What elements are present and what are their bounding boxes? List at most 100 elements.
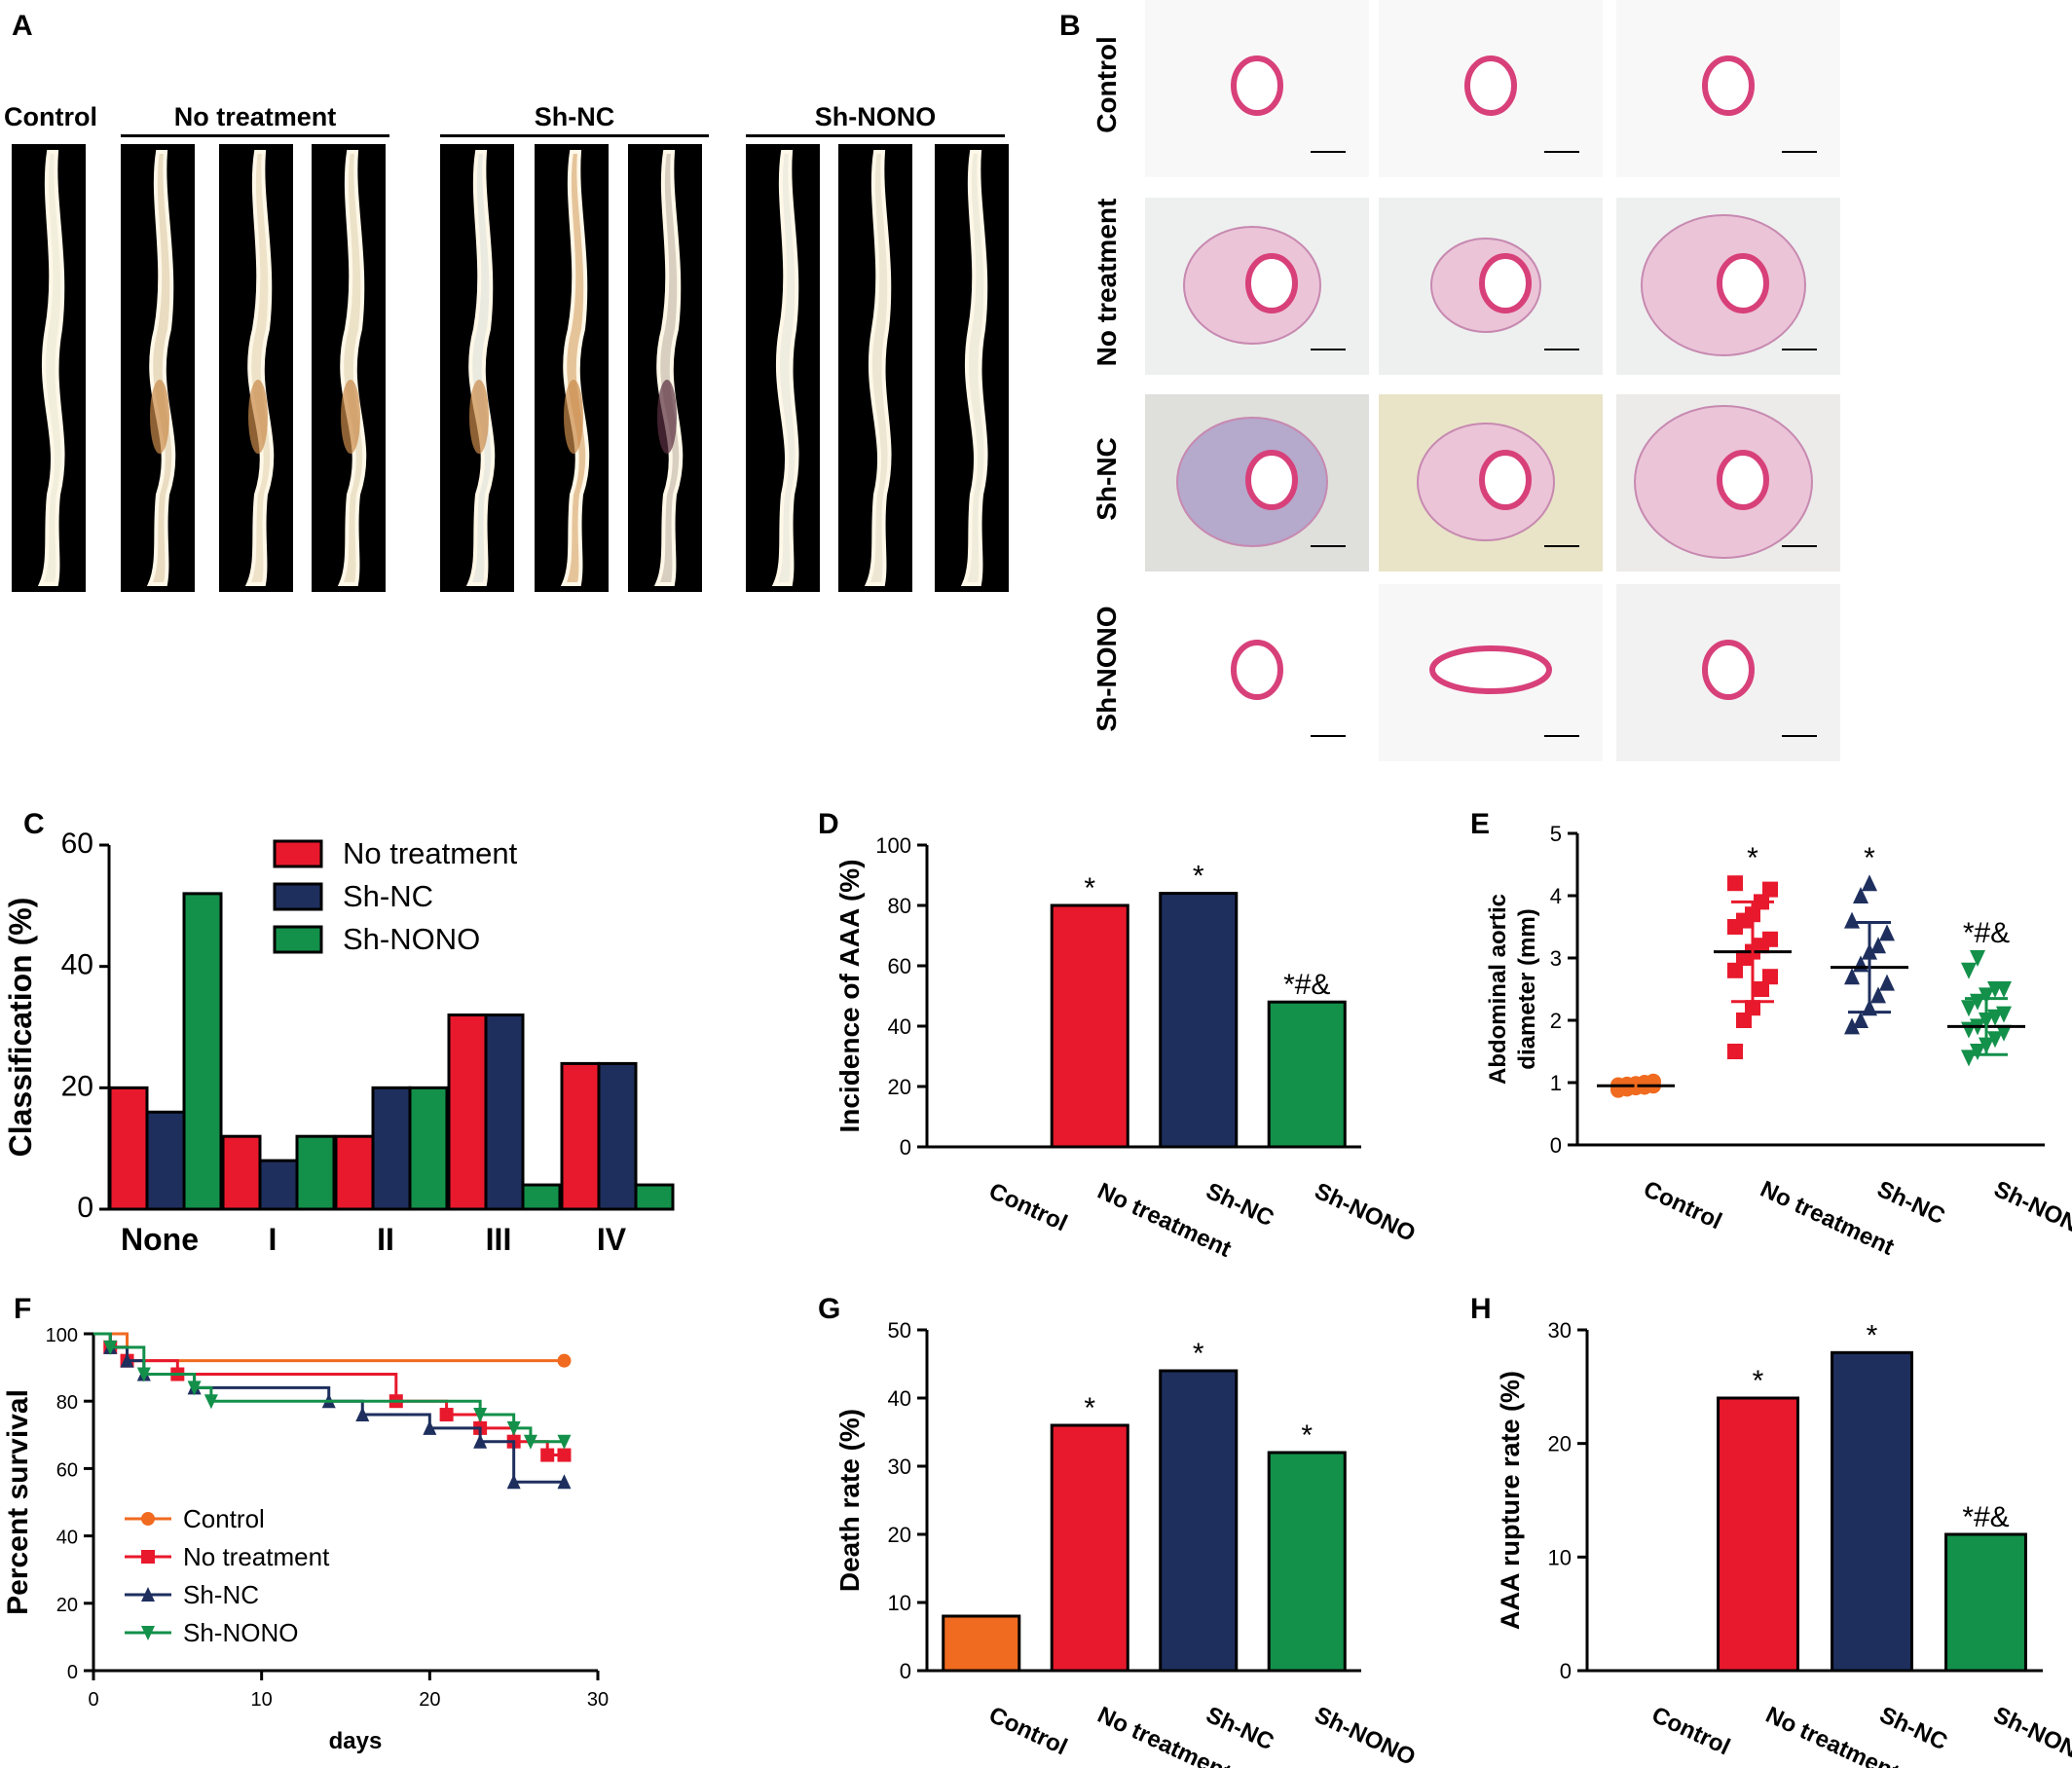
panel-g-letter: G [818,1293,840,1325]
histology-section [1616,394,1840,571]
y-axis-label: Classification (%) [3,898,38,1158]
data-point [1879,974,1895,991]
x-tick-label: III [486,1222,512,1257]
y-tick-label: 60 [888,954,911,978]
histology-section [1379,584,1603,761]
bar-no-treatment [447,1013,488,1211]
y-tick-label: 20 [888,1523,911,1547]
significance-mark: * [1753,1365,1764,1397]
histology-section [1616,584,1840,761]
data-point [1996,1024,2012,1042]
legend-label: No treatment [343,836,518,870]
panel-a-letter: A [12,10,33,42]
data-point [1727,875,1743,892]
y-tick-label: 40 [56,1528,78,1549]
y-tick-label: 20 [56,1595,78,1616]
significance-mark: * [1084,872,1095,904]
panel-c-letter: C [23,808,45,840]
significance-mark: * [1867,1319,1878,1351]
aorta-photo [746,144,820,592]
data-point [1727,962,1743,978]
panel-f-letter: F [14,1293,31,1325]
panel-a-group-sh-nc: Sh-NC [534,102,615,131]
survival-mark [439,1408,454,1422]
data-point [1762,931,1778,947]
data-point [1961,1000,1977,1017]
data-point [1870,986,1886,1004]
data-point [1987,1009,2003,1026]
y-tick-label: 100 [46,1325,78,1346]
y-tick-label: 50 [888,1318,911,1343]
bar-sh-nono [295,1134,336,1211]
y-tick-label: 20 [888,1075,911,1099]
bar-sh-nc [258,1159,299,1211]
x-tick-label: IV [597,1222,627,1257]
data-point [1996,1006,2012,1023]
bar-no-treatment [108,1086,149,1211]
survival-mark [423,1419,437,1435]
aorta-photo [312,144,386,592]
x-tick-label: Sh-NONO [1990,1176,2072,1245]
x-tick-label: 20 [419,1689,440,1711]
survival-mark [120,1352,134,1368]
histology-section [1379,0,1603,177]
panel-h-letter: H [1470,1293,1492,1325]
y-axis-label: Abdominal aortic diameter (mm) [1485,894,1540,1085]
panel-b-letter: B [1059,10,1081,42]
survival-mark [540,1448,555,1462]
x-tick-label: II [377,1222,394,1257]
histology-section [1379,394,1603,571]
data-point [1853,887,1868,903]
panel-a-group-sh-nono: Sh-NONO [814,102,937,131]
y-tick-label: 0 [67,1662,78,1683]
significance-mark: *#& [1962,1501,2009,1533]
data-point [1727,1044,1743,1059]
survival-mark [523,1434,537,1450]
x-tick-label: 10 [251,1689,273,1711]
data-point [1736,1013,1752,1028]
data-point [1961,962,1977,979]
data-point [1970,950,1985,967]
data-point [1987,1031,2003,1049]
bar-no-treatment [1050,1423,1129,1673]
legend-marker [141,1512,155,1526]
significance-mark: *#& [1963,917,2010,949]
y-tick-label: 100 [875,833,911,858]
y-tick-label: 0 [900,1135,911,1160]
legend-swatch [273,925,323,954]
legend-label: Sh-NONO [343,922,480,956]
y-tick-label: 3 [1550,946,1562,971]
bar-no-treatment [1050,903,1129,1149]
y-tick-label: 4 [1550,884,1562,908]
aorta-photo [219,144,293,592]
y-tick-label: 0 [1560,1659,1572,1683]
y-axis-label: Percent survival [2,1389,34,1615]
data-point [1862,874,1877,892]
survival-mark [103,1340,118,1355]
y-tick-label: 1 [1550,1071,1562,1095]
aorta-photo [535,144,609,592]
x-axis-label: days [329,1728,383,1754]
bar-sh-nc [1831,1350,1913,1673]
legend-label: Sh-NC [343,879,433,913]
x-tick-label: Control [1640,1176,1726,1235]
legend-label: Sh-NC [183,1580,259,1609]
bar-sh-nono [1944,1532,2027,1673]
y-tick-label: 60 [56,1459,78,1481]
aorta-photo [121,144,195,592]
bar-sh-nc [145,1110,186,1211]
data-point [1853,1012,1868,1028]
survival-mark [557,1434,572,1450]
x-tick-label: Control [984,1178,1071,1237]
y-tick-label: 10 [888,1591,911,1615]
y-tick-label: 2 [1550,1009,1562,1033]
x-tick-label: Sh-NONO [1989,1702,2072,1768]
bar-sh-nc [484,1013,525,1211]
histology-section [1616,198,1840,375]
legend-marker [141,1587,155,1602]
x-tick-label: 0 [88,1689,98,1711]
legend-swatch [273,882,323,911]
y-tick-label: 20 [1548,1432,1572,1456]
data-point [1870,937,1886,954]
legend-label: Control [183,1504,265,1533]
